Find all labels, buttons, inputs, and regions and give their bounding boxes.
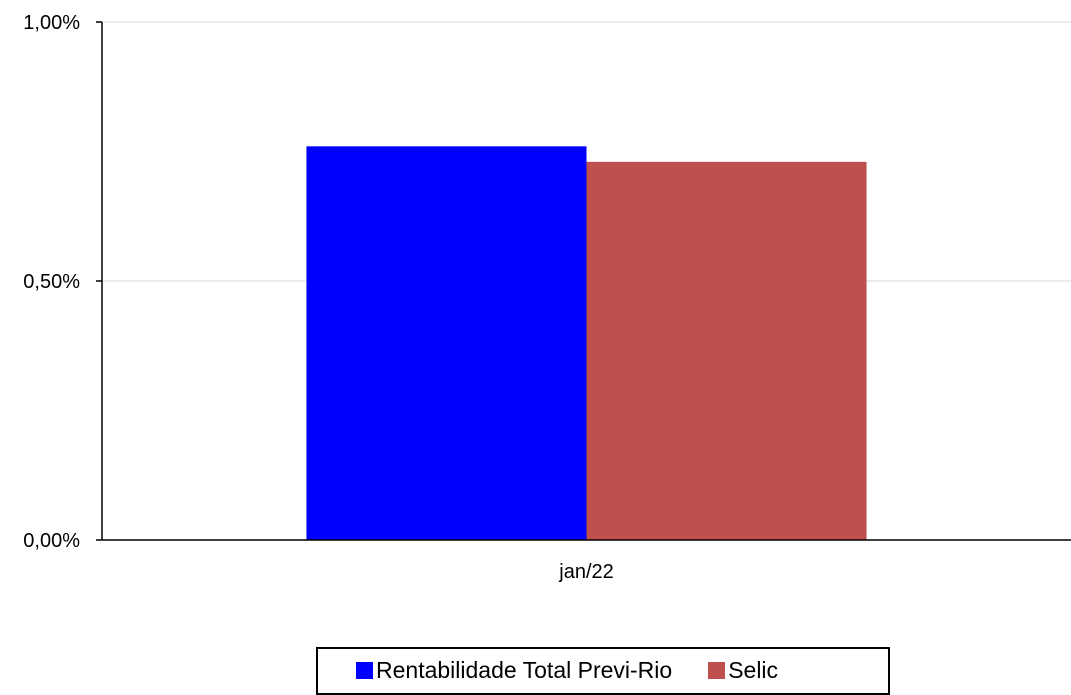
bar-chart: 0,00% 0,50% 1,00% jan/22 (23, 12, 1071, 583)
x-tick-label: jan/22 (558, 561, 614, 583)
legend-label-selic: Selic (728, 657, 779, 683)
y-axis-ticks: 0,00% 0,50% 1,00% (23, 12, 102, 552)
x-axis-ticks: jan/22 (558, 561, 614, 583)
y-tick-label: 0,50% (23, 271, 80, 293)
bars (306, 146, 867, 541)
legend: Rentabilidade Total Previ-Rio Selic (316, 647, 890, 695)
legend-swatch-previ-rio (356, 661, 373, 679)
bar-selic-jan-22 (586, 161, 867, 541)
y-tick-label: 1,00% (23, 12, 80, 34)
legend-item-selic: Selic (708, 657, 778, 683)
legend-swatch-selic (708, 661, 726, 679)
legend-label-previ-rio: Rentabilidade Total Previ-Rio (376, 657, 673, 683)
bar-rentabilidade-total-previ-rio-jan-22 (306, 146, 587, 540)
legend-item-previ-rio: Rentabilidade Total Previ-Rio (356, 657, 672, 683)
y-tick-label: 0,00% (23, 530, 80, 552)
